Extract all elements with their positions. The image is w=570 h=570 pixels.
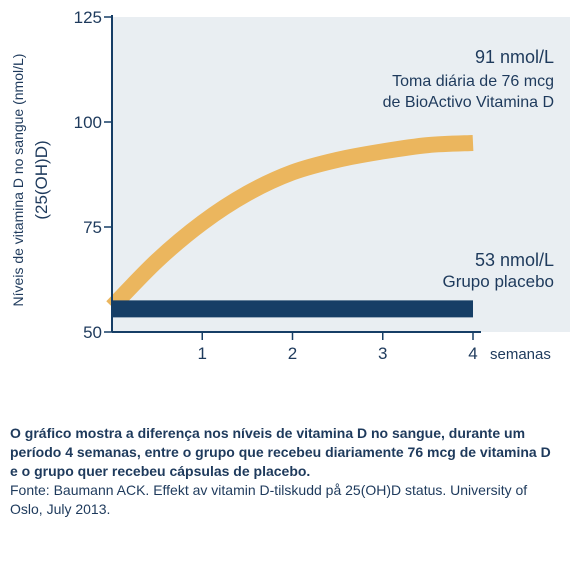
x-tick-label: 3 xyxy=(378,344,387,363)
y-tick-label: 125 xyxy=(74,8,102,27)
x-tick-label: 1 xyxy=(198,344,207,363)
caption: O gráfico mostra a diferença nos níveis … xyxy=(10,424,558,519)
y-tick-label: 100 xyxy=(74,113,102,132)
series-line-1 xyxy=(106,135,474,313)
x-tick-label: 2 xyxy=(288,344,297,363)
series-1-label: Toma diária de 76 mcg xyxy=(392,73,554,90)
y-axis-label: Níveis de vitamina D no sangue (nmol/L) xyxy=(10,54,26,307)
x-tick-label: 4 xyxy=(468,344,477,363)
y-tick-label: 75 xyxy=(83,218,102,237)
series-1-label: de BioActivo Vitamina D xyxy=(383,94,554,111)
plot-background xyxy=(112,17,570,332)
chart-area: Níveis de vitamina D no sangue (nmol/L) … xyxy=(10,8,570,363)
series-2-label: Grupo placebo xyxy=(442,272,554,291)
series-1-value: 91 nmol/L xyxy=(475,47,554,67)
y-tick-label: 50 xyxy=(83,323,102,342)
caption-source: Fonte: Baumann ACK. Effekt av vitamin D-… xyxy=(10,482,528,517)
y-axis-label-sub: (25(OH)D) xyxy=(32,140,51,219)
x-axis-label: semanas xyxy=(490,346,551,363)
series-2-value: 53 nmol/L xyxy=(475,250,554,270)
vitamin-d-chart: Níveis de vitamina D no sangue (nmol/L) … xyxy=(10,8,570,363)
caption-summary: O gráfico mostra a diferença nos níveis … xyxy=(10,425,551,479)
